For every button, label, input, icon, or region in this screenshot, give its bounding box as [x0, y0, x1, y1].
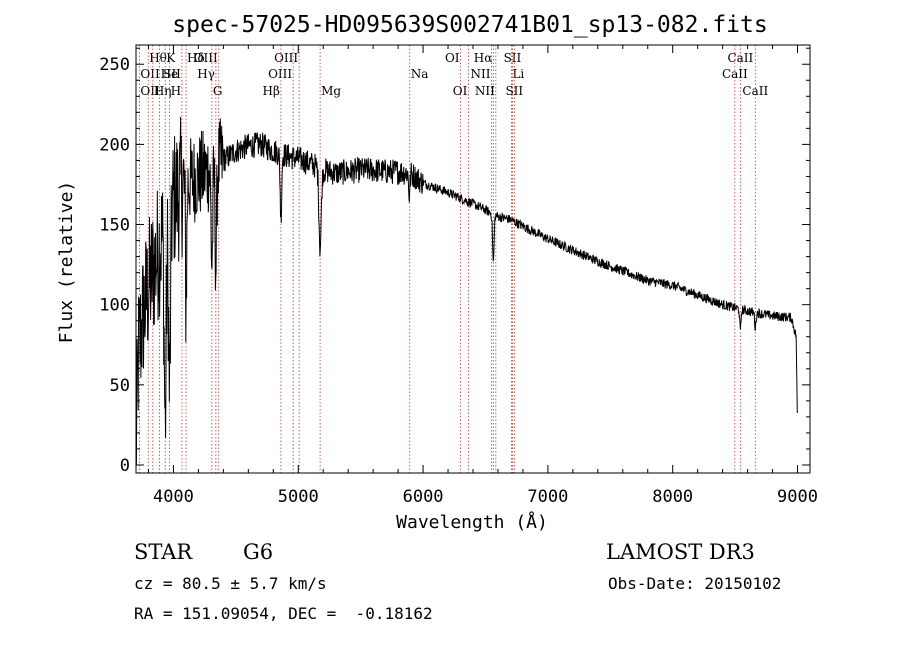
coordinates-text: RA = 151.09054, DEC = -0.18162 — [134, 604, 433, 623]
y-axis: 0 50 100 150 200 250 — [99, 47, 810, 476]
line-marker-label: OII — [140, 67, 160, 81]
x-tick-label: 8000 — [652, 487, 693, 507]
y-tick-label: 150 — [99, 216, 130, 236]
line-marker-label: NII — [470, 67, 490, 81]
line-marker-label: OIII — [194, 51, 218, 65]
line-marker-label: NII — [475, 84, 495, 98]
line-marker-label: Li — [512, 67, 524, 81]
x-tick-label: 7000 — [527, 487, 568, 507]
line-marker-label: SII — [505, 84, 523, 98]
line-marker-label: SII — [504, 51, 522, 65]
line-marker-label: OII — [140, 84, 160, 98]
chart-title: spec-57025-HD095639S002741B01_sp13-082.f… — [172, 12, 767, 38]
line-marker-label: Hθ — [149, 51, 167, 65]
x-tick-label: 6000 — [403, 487, 444, 507]
line-marker-label: CaII — [722, 67, 748, 81]
x-tick-label: 4000 — [153, 487, 194, 507]
line-marker-label: CaII — [727, 51, 753, 65]
line-marker-label: Hη — [154, 84, 172, 98]
x-axis: 4000 5000 6000 7000 8000 9000 — [147, 45, 818, 507]
object-class: STAR — [134, 540, 193, 564]
observation-date: Obs-Date: 20150102 — [608, 574, 782, 593]
line-marker-label: H — [171, 84, 181, 98]
line-marker-label: G — [213, 84, 223, 98]
x-tick-label: 5000 — [278, 487, 319, 507]
y-tick-label: 250 — [99, 55, 130, 75]
line-marker-label: SII — [163, 67, 181, 81]
line-marker-label: Mg — [321, 84, 341, 98]
line-marker-label: Hγ — [197, 67, 215, 81]
line-marker-label: OI — [445, 51, 460, 65]
redshift-text: cz = 80.5 ± 5.7 km/s — [134, 574, 327, 593]
y-tick-label: 200 — [99, 135, 130, 155]
x-axis-label: Wavelength (Å) — [396, 511, 548, 533]
spectrum-line — [135, 116, 798, 466]
line-marker-label: Hδ — [187, 51, 205, 65]
spectrum-layer — [135, 116, 798, 466]
plot-frame — [135, 44, 811, 474]
line-marker-label: CaII — [742, 84, 768, 98]
y-tick-label: 0 — [120, 456, 130, 476]
line-marker-label: OIII — [268, 67, 292, 81]
x-tick-label: 9000 — [777, 487, 818, 507]
line-marker-label: OI — [453, 84, 468, 98]
line-marker-label: K — [166, 51, 176, 65]
line-marker-label: Na — [411, 67, 429, 81]
y-axis-label: Flux (relative) — [56, 181, 77, 344]
survey-name: LAMOST DR3 — [606, 540, 755, 564]
line-marker-label: Hα — [474, 51, 493, 65]
y-tick-label: 100 — [99, 296, 130, 316]
y-tick-label: 50 — [110, 376, 130, 396]
line-marker-label: OIII — [274, 51, 298, 65]
object-subclass: G6 — [243, 540, 274, 564]
spectrum-chart: spec-57025-HD095639S002741B01_sp13-082.f… — [56, 12, 818, 533]
line-marker-label: Hβ — [263, 84, 280, 98]
